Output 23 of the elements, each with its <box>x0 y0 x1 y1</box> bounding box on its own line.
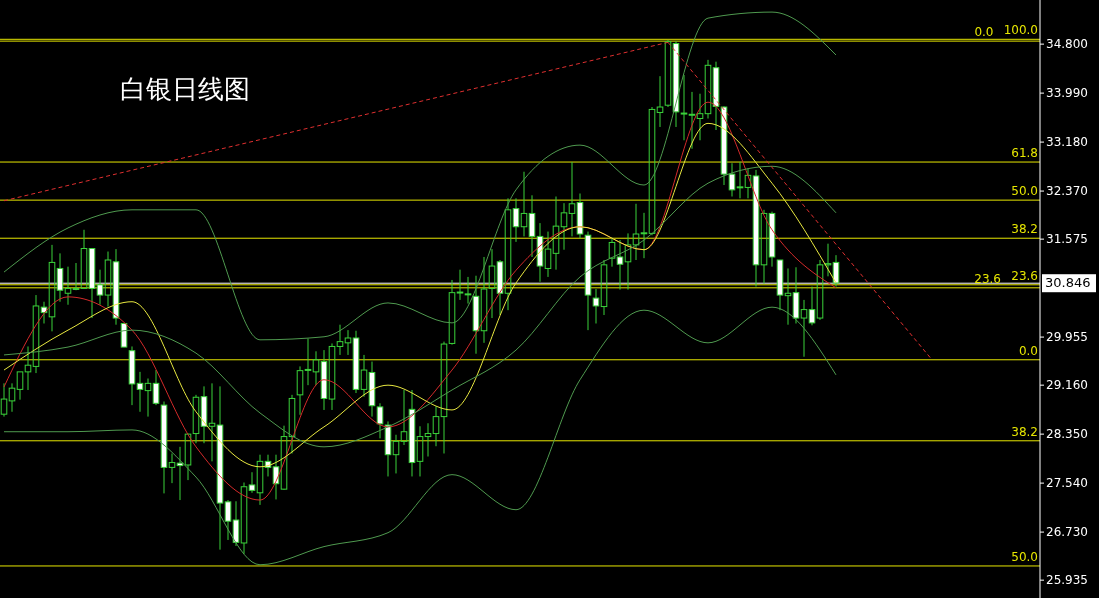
y-tick-label: 31.575 <box>1046 231 1088 246</box>
annotation: 50.0 <box>1011 184 1038 199</box>
annotation: 61.8 <box>1011 146 1038 161</box>
y-tick-label: 29.160 <box>1046 377 1088 392</box>
annotation: 0.0 <box>974 25 994 40</box>
annotation: 38.2 <box>1011 424 1038 439</box>
y-tick-label: 33.990 <box>1046 85 1088 100</box>
ref-line-label: 30.846 <box>1045 274 1091 290</box>
y-tick-label: 28.350 <box>1046 426 1088 441</box>
text: 白银日线图 <box>120 74 250 104</box>
y-tick-label: 25.935 <box>1046 572 1088 587</box>
annotation: 23.6 <box>974 271 1001 286</box>
annotation: 23.6 <box>1011 268 1038 283</box>
annotation: 38.2 <box>1011 222 1038 237</box>
y-tick-label: 26.730 <box>1046 524 1088 539</box>
annotation: 50.0 <box>1011 549 1038 564</box>
annotation: 100.0 <box>1003 23 1038 38</box>
annotation: 0.0 <box>1018 343 1038 358</box>
y-tick-label: 29.955 <box>1046 329 1088 344</box>
y-tick-label: 34.800 <box>1046 36 1088 51</box>
y-tick-label: 33.180 <box>1046 134 1088 149</box>
y-tick-label: 27.540 <box>1046 475 1088 490</box>
y-tick-label: 32.370 <box>1046 183 1088 198</box>
